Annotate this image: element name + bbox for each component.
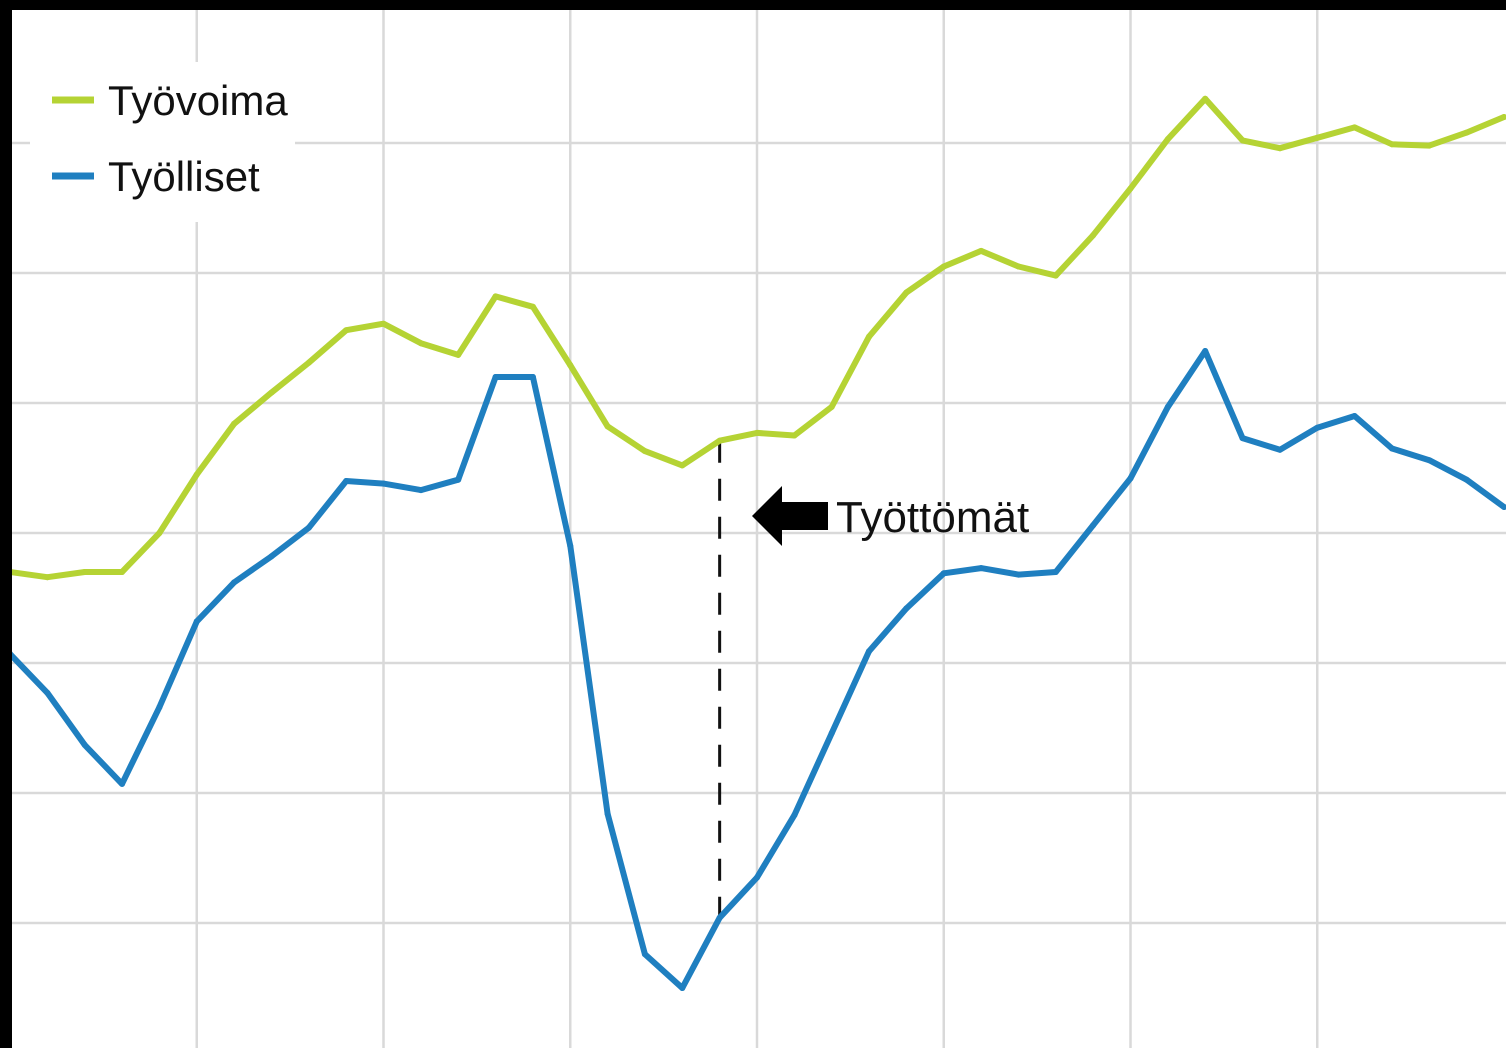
data-point [903,289,910,296]
data-point [903,605,910,612]
data-point [1239,435,1246,442]
legend-background [30,62,295,222]
data-point [1501,504,1506,510]
legend-label: Työlliset [108,153,260,200]
data-point [492,293,499,300]
data-point [305,524,312,531]
data-point [866,333,873,340]
data-point [679,985,686,991]
data-point [44,689,51,696]
data-point [866,648,873,655]
data-point [417,340,424,347]
data-point [1202,348,1209,354]
data-point [1015,263,1022,270]
data-point [604,810,611,817]
data-point [268,389,275,396]
data-point [1276,145,1283,152]
data-point [44,574,51,581]
line-chart: Työttömät Työvoima Työlliset [12,10,1506,1048]
data-point [754,429,760,436]
data-point [1426,457,1433,464]
data-point [380,320,387,327]
data-point [1314,134,1321,141]
data-point [193,471,200,478]
data-point [1052,272,1059,279]
data-point [679,462,686,469]
data-point [1463,476,1470,483]
data-point [1388,141,1395,148]
data-point [156,704,163,711]
data-point [1314,424,1321,431]
data-point [1351,124,1358,131]
data-point [604,423,611,430]
data-point [1202,95,1209,102]
data-point [641,448,648,455]
data-point [231,420,238,427]
data-point [791,812,798,819]
data-point [1463,129,1470,136]
data-point [380,480,387,487]
data-point [716,914,723,921]
data-point [1127,475,1134,482]
data-point [492,374,499,380]
data-point [119,569,126,575]
data-point [828,730,835,737]
data-point [417,487,424,494]
data-point [641,951,648,958]
data-point [12,569,13,575]
arrow-left-icon [752,486,828,546]
data-point [754,874,760,881]
data-point [791,432,798,439]
data-point [81,569,88,575]
data-point [1501,114,1506,120]
data-point [1426,142,1433,149]
data-point [156,530,163,536]
data-point [455,351,462,358]
data-point [940,263,947,270]
data-point [1164,136,1171,143]
data-point [828,403,835,410]
annotation-label: Työttömät [836,493,1029,542]
data-point [529,303,536,310]
data-point [716,437,723,444]
data-point [268,553,275,560]
data-point [12,651,13,657]
data-point [567,362,574,369]
data-point [1090,522,1097,529]
chart-area: Työttömät Työvoima Työlliset [12,10,1506,1048]
data-point [343,478,350,484]
data-point [193,618,200,625]
legend-label: Työvoima [108,77,288,124]
data-point [1239,137,1246,144]
data-point [1052,569,1059,575]
legend: Työvoima Työlliset [30,62,295,222]
data-point [978,247,985,254]
data-point [305,359,312,366]
data-point [978,565,985,572]
data-point [529,374,536,380]
data-point [567,543,574,549]
data-point [81,741,88,748]
data-point [231,579,238,586]
series-group [12,95,1506,991]
data-point [119,780,126,787]
data-point [940,570,947,577]
annotation-group: Työttömät [718,440,1029,918]
data-point [1090,232,1097,239]
data-point [1388,445,1395,452]
data-point [1276,446,1283,453]
data-point [1164,403,1171,410]
data-point [343,327,350,334]
data-point [455,476,462,483]
data-point [1351,413,1358,419]
data-point [1015,571,1022,578]
data-point [1127,185,1134,192]
